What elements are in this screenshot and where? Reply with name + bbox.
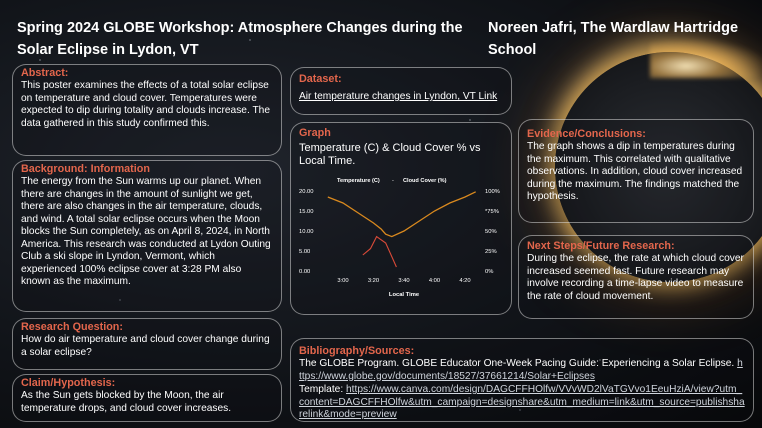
y-right-tick-label: 50% [485,229,497,235]
bibliography-entry-1-link[interactable]: https://www.globe.gov/documents/18527/37… [299,358,743,382]
research-question-section: Research Question: How do air temperatur… [12,318,282,370]
y-right-tick-label: *75% [485,209,499,215]
bibliography-entry-1: The GLOBE Program. GLOBE Educator One-We… [299,358,745,383]
next-steps-section: Next Steps/Future Research: During the e… [518,235,754,319]
next-steps-heading: Next Steps/Future Research: [527,240,675,252]
poster-title: Spring 2024 GLOBE Workshop: Atmosphere C… [17,20,463,58]
legend-separator: - [392,178,394,184]
series-line-temperature [327,191,476,238]
background-text: The energy from the Sun warms up our pla… [21,176,271,287]
eclipse-image [555,52,762,282]
bibliography-section: Bibliography/Sources: The GLOBE Program.… [290,338,754,422]
dataset-section: Dataset: Air temperature changes in Lynd… [290,67,512,115]
x-axis-label: Local Time [389,292,420,298]
y-left-tick-label: 5.00 [299,249,310,255]
legend-temperature: Temperature (C) [337,178,380,184]
abstract-heading: Abstract: [21,67,69,79]
x-tick-label: 4:20 [459,278,470,284]
y-right-tick-label: 0% [485,269,493,275]
y-left-tick-label: 15.00 [299,209,314,215]
claim-section: Claim/Hypothesis: As the Sun gets blocke… [12,374,282,422]
graph-section: Graph Temperature (C) & Cloud Cover % vs… [290,122,512,315]
y-right-tick-label: 25% [485,249,497,255]
bibliography-entry-2: Template: https://www.canva.com/design/D… [299,384,745,422]
series-line-cloud-cover [362,235,397,268]
bibliography-entry-1-text: The GLOBE Program. GLOBE Educator One-We… [299,358,735,369]
research-question-heading: Research Question: [21,321,124,333]
claim-text: As the Sun gets blocked by the Moon, the… [21,390,232,414]
x-tick-label: 3:40 [398,278,409,284]
y-left-tick-label: 10.00 [299,229,314,235]
next-steps-text: During the eclipse, the rate at which cl… [527,253,744,302]
dataset-heading: Dataset: [299,73,342,85]
evidence-text: The graph shows a dip in temperatures du… [527,141,743,202]
x-tick-label: 4:00 [429,278,440,284]
bibliography-entry-2-link[interactable]: https://www.canva.com/design/DAGCFFHOlfw… [299,384,745,420]
y-right-tick-label: 100% [485,189,500,195]
background-heading: Background: Information [21,163,150,175]
abstract-section: Abstract: This poster examines the effec… [12,64,282,156]
bibliography-entry-2-label: Template: [299,384,344,395]
poster-author: Noreen Jafri, The Wardlaw Hartridge Scho… [488,20,739,58]
x-tick-label: 3:00 [337,278,348,284]
y-left-tick-label: 20.00 [299,189,314,195]
dataset-link[interactable]: Air temperature changes in Lyndon, VT Li… [299,91,498,102]
x-tick-label: 3:20 [368,278,379,284]
graph-subtitle: Temperature (C) & Cloud Cover % vs Local… [299,142,481,167]
evidence-section: Evidence/Conclusions: The graph shows a … [518,119,754,223]
graph-heading: Graph [299,127,331,139]
claim-heading: Claim/Hypothesis: [21,377,116,389]
research-question-text: How do air temperature and cloud cover c… [21,334,270,358]
abstract-text: This poster examines the effects of a to… [21,80,270,129]
y-left-tick-label: 0.00 [299,269,310,275]
background-section: Background: Information The energy from … [12,160,282,312]
temperature-cloud-chart: Temperature (C) - Cloud Cover (%) 0.00 5.00 1… [299,178,500,298]
legend-cloud: Cloud Cover (%) [403,178,447,184]
evidence-heading: Evidence/Conclusions: [527,128,646,140]
bibliography-heading: Bibliography/Sources: [299,345,415,357]
corona-flare [650,38,762,78]
